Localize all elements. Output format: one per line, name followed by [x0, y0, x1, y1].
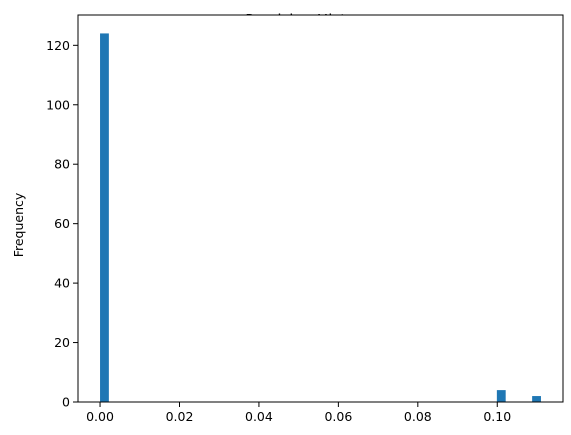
- x-tick-label-4: 0.08: [404, 409, 432, 424]
- y-tick-label-6: 120: [46, 38, 70, 53]
- y-tick-label-4: 80: [54, 157, 70, 172]
- plot-area: [78, 15, 563, 402]
- x-tick-label-3: 0.06: [324, 409, 352, 424]
- y-axis-label: Frequency: [11, 192, 26, 257]
- y-tick-label-2: 40: [54, 276, 70, 291]
- y-tick-label-5: 100: [46, 97, 70, 112]
- x-tick-label-0: 0.00: [86, 409, 114, 424]
- x-tick-label-1: 0.02: [166, 409, 194, 424]
- y-tick-label-3: 60: [54, 216, 70, 231]
- x-tick-label-2: 0.04: [245, 409, 273, 424]
- histogram-bar-1: [496, 390, 506, 402]
- histogram-bar-2: [532, 396, 541, 402]
- y-axis-ticks: 0 20 40 60 80 100 120: [46, 38, 78, 410]
- x-tick-label-5: 0.10: [483, 409, 511, 424]
- x-axis-ticks: 0.00 0.02 0.04 0.06 0.08 0.10: [86, 402, 511, 424]
- y-tick-label-0: 0: [62, 395, 70, 410]
- histogram-bar-0: [100, 33, 109, 403]
- bars-group: [100, 33, 541, 403]
- y-tick-label-1: 20: [54, 335, 70, 350]
- plot-frame: [77, 14, 564, 403]
